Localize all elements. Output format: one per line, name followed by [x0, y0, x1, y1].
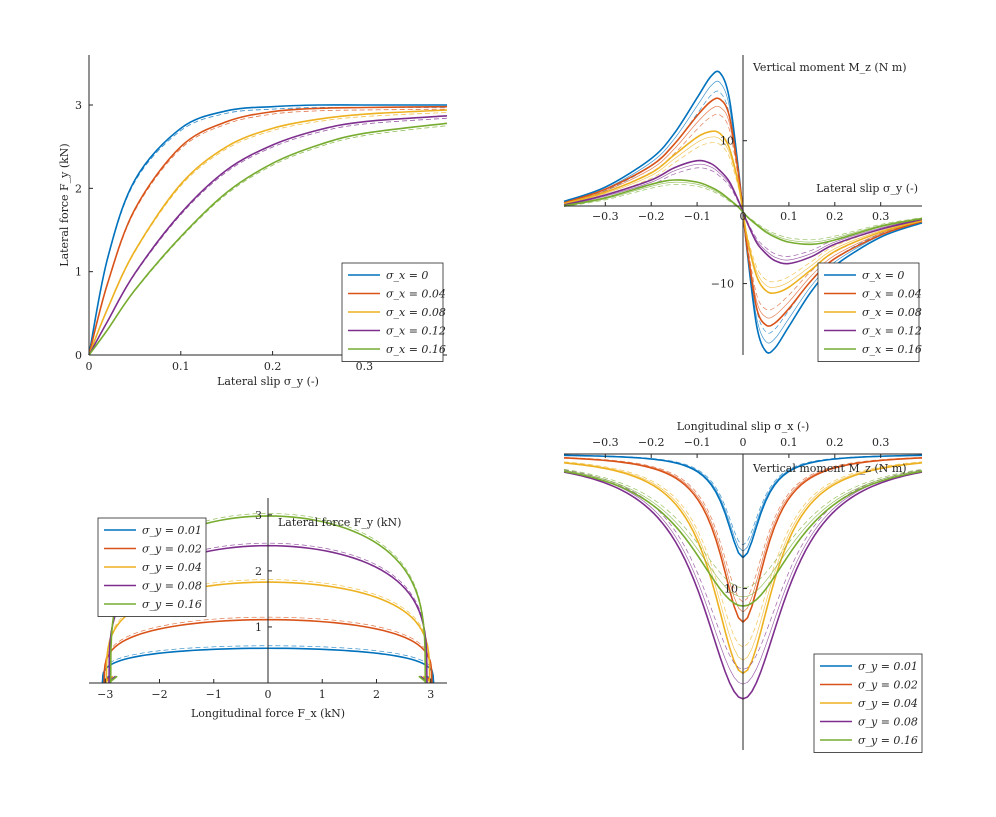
series-hook-left-4	[109, 675, 118, 683]
x-tick-label: 0	[86, 360, 93, 373]
legend-entry-4: σ_x = 0.16	[386, 343, 446, 356]
x-tick-label: 2	[373, 688, 380, 701]
x-tick-label: 0.1	[172, 360, 190, 373]
legend-entry-1: σ_y = 0.02	[858, 679, 918, 692]
x-tick-label: −0.1	[684, 210, 711, 223]
x-axis-label: Longitudinal slip σ_x (-)	[677, 420, 810, 433]
series-dashed-2	[88, 112, 448, 356]
y-axis-label: Lateral force F_y (kN)	[278, 516, 401, 529]
lateral-force-panel: 0 0.1 0.2 0.3 0 1 2 3 Lateral slip σ_y (-) Late…	[58, 55, 448, 388]
y-tick-label: 3	[255, 509, 262, 522]
series-line-0	[88, 104, 447, 356]
y-tick-label: 10	[724, 583, 738, 596]
series-line-4	[88, 122, 448, 356]
legend-entry-4: σ_y = 0.16	[142, 598, 202, 611]
legend-entry-3: σ_x = 0.12	[862, 325, 922, 338]
legend-entry-0: σ_x = 0	[862, 269, 904, 282]
legend-entry-2: σ_y = 0.04	[142, 561, 202, 574]
legend-entry-1: σ_y = 0.02	[142, 543, 202, 556]
x-tick-label: 0.2	[826, 436, 844, 449]
series-thin-4-1	[563, 468, 923, 589]
legend: σ_y = 0.01 σ_y = 0.02 σ_y = 0.04 σ_y = 0.08…	[97, 517, 207, 617]
x-tick-label: 0	[740, 436, 747, 449]
series-thin-3-1	[563, 167, 923, 257]
x-axis-label: Longitudinal force F_x (kN)	[191, 707, 345, 720]
x-axis-label: Lateral slip σ_y (-)	[816, 182, 918, 195]
legend-entry-0: σ_x = 0	[386, 269, 428, 282]
legend-box	[341, 262, 444, 362]
x-tick-label: −0.3	[592, 436, 619, 449]
legend-entry-2: σ_y = 0.04	[858, 697, 918, 710]
series-hook-right-4	[418, 675, 427, 683]
series-dashed-1	[88, 108, 448, 356]
y-axis-label: Vertical moment M_z (N m)	[752, 61, 907, 74]
series-thin-1-1	[563, 113, 923, 311]
x-tick-label: 0.3	[356, 360, 374, 373]
legend: σ_x = 0 σ_x = 0.04 σ_x = 0.08 σ_x = 0.12 σ_x…	[817, 262, 922, 362]
legend-entry-4: σ_y = 0.16	[858, 734, 918, 747]
legend: σ_y = 0.01 σ_y = 0.02 σ_y = 0.04 σ_y = 0.08…	[813, 653, 923, 753]
legend-entry-3: σ_x = 0.12	[386, 325, 446, 338]
x-tick-label: −3	[97, 688, 113, 701]
series-thin-2-1	[563, 461, 923, 648]
legend: σ_x = 0 σ_x = 0.04 σ_x = 0.08 σ_x = 0.12 σ_x…	[341, 262, 446, 362]
vertical-moment-longitudinal-panel: −0.3 −0.2 −0.1 0 0.1 0.2 0.3 10 Longitudinal sl…	[563, 420, 923, 753]
y-axis-label: Vertical moment M_z (N m)	[752, 462, 907, 475]
y-tick-label: 0	[75, 349, 82, 362]
x-tick-label: 0.2	[826, 210, 844, 223]
y-tick-label: 1	[75, 266, 82, 279]
x-tick-label: −2	[151, 688, 167, 701]
y-tick-label: 1	[255, 621, 262, 634]
series-line-3	[88, 115, 448, 356]
y-axis-label: Lateral force F_y (kN)	[58, 143, 71, 266]
x-tick-label: 3	[427, 688, 434, 701]
legend-entry-0: σ_y = 0.01	[858, 660, 918, 673]
series-dashed-4	[88, 125, 448, 356]
x-tick-label: −0.2	[638, 210, 665, 223]
series-dashed-3	[88, 117, 448, 356]
x-tick-label: 0.1	[780, 210, 798, 223]
y-tick-label: 10	[720, 135, 734, 148]
x-axis-label: Lateral slip σ_y (-)	[217, 375, 319, 388]
legend-entry-1: σ_x = 0.04	[386, 288, 446, 301]
x-tick-label: 0	[265, 688, 272, 701]
y-tick-label: 2	[255, 565, 262, 578]
legend-entry-3: σ_y = 0.08	[858, 716, 918, 729]
x-tick-label: 1	[319, 688, 326, 701]
x-tick-label: 0.1	[780, 436, 798, 449]
legend-entry-0: σ_y = 0.01	[142, 524, 202, 537]
legend-entry-3: σ_y = 0.08	[142, 580, 202, 593]
y-tick-label: 3	[75, 99, 82, 112]
x-tick-label: −0.2	[638, 436, 665, 449]
series-thin-3-1	[563, 469, 923, 670]
legend-entry-2: σ_x = 0.08	[862, 306, 922, 319]
series-hook-left-3	[108, 675, 117, 683]
series-dashed-2	[106, 579, 430, 681]
x-tick-label: 0.2	[264, 360, 282, 373]
legend-entry-4: σ_x = 0.16	[862, 343, 922, 356]
x-tick-label: −0.3	[592, 210, 619, 223]
vertical-moment-lateral-panel: −0.3 −0.2 −0.1 0 0.1 0.2 0.3 −10 10 Vertical mom…	[563, 55, 923, 362]
x-tick-label: −1	[206, 688, 222, 701]
series-line-2	[88, 109, 448, 356]
x-tick-label: 0	[740, 210, 747, 223]
series-thin-1-1	[563, 457, 923, 603]
y-tick-label: 2	[75, 182, 82, 195]
legend-entry-1: σ_x = 0.04	[862, 288, 922, 301]
y-tick-label: −10	[711, 278, 734, 291]
x-tick-label: −0.1	[684, 436, 711, 449]
series-hook-right-3	[419, 675, 428, 683]
force-envelope-panel: −3 −2 −1 0 1 2 3 1 2 3 Lateral force F_y (kN) Lon…	[89, 498, 447, 720]
legend-entry-2: σ_x = 0.08	[386, 306, 446, 319]
x-tick-label: 0.3	[872, 436, 890, 449]
x-tick-label: 0.3	[872, 210, 890, 223]
